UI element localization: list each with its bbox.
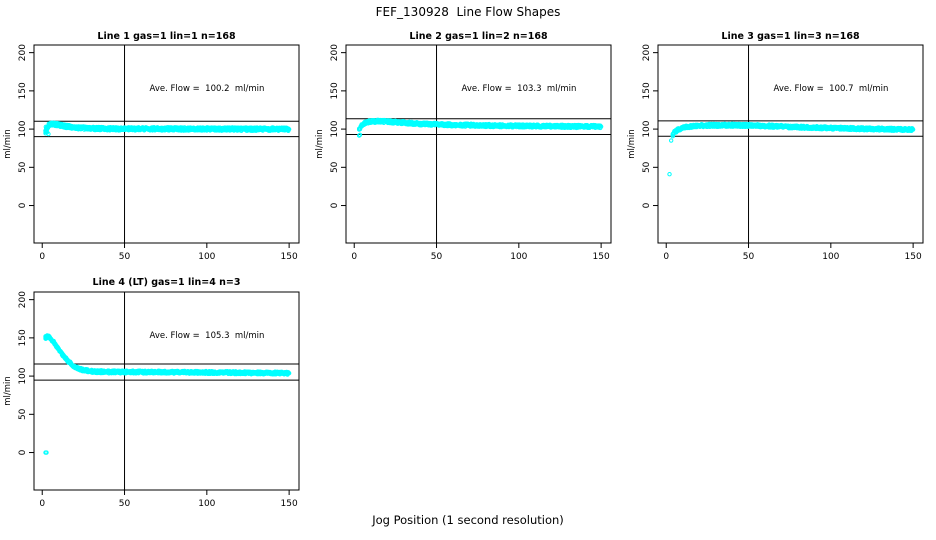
x-tick-label: 100 [822,252,839,262]
y-tick-label: 150 [642,82,652,99]
x-tick-label: 150 [281,499,298,509]
y-tick-label: 150 [18,329,28,346]
outlier-point [44,450,49,455]
plot-canvas: 0 50 100 150 0 50 100 150 200 [18,44,300,262]
x-tick-label: 150 [281,252,298,262]
plot-canvas: 0 50 100 150 0 50 100 150 200 [330,44,612,262]
x-tick-label: 50 [119,252,131,262]
x-tick-label: 0 [39,252,45,262]
outlier-point [357,132,363,138]
ave-flow-annotation: Ave. Flow = 105.3 ml/min [149,331,265,341]
y-tick-label: 50 [18,408,28,420]
subplot-line-4: Line 4 (LT) gas=1 lin=4 n=3 ml/min Ave. … [0,270,312,512]
x-tick-label: 50 [119,499,131,509]
y-tick-label: 50 [330,161,340,173]
y-axis-label: ml/min [3,129,13,159]
x-tick-label: 0 [39,499,45,509]
y-tick-label: 200 [18,291,28,308]
subplot-title: Line 1 gas=1 lin=1 n=168 [97,31,236,42]
y-tick-label: 100 [18,120,28,137]
data-point [286,127,292,132]
axes: 0 50 100 150 0 50 100 150 200 [18,44,300,262]
data-point [286,370,292,376]
subplot-title: Line 4 (LT) gas=1 lin=4 n=3 [92,277,241,288]
y-axis-label: ml/min [627,129,637,159]
plot-box [33,291,300,491]
y-tick-label: 100 [330,120,340,137]
data-points [43,333,292,455]
y-axis-label: ml/min [3,376,13,406]
outlier-point [668,138,674,143]
x-tick-label: 50 [743,252,755,262]
subplot-line-2: Line 2 gas=1 lin=2 n=168 ml/min Ave. Flo… [312,28,624,270]
plot-box [33,44,300,244]
plot-canvas: 0 50 100 150 0 50 100 150 200 [642,44,924,262]
outlier-point [356,133,362,138]
figure-title: FEF_130928 Line Flow Shapes [375,5,561,19]
y-tick-label: 200 [642,44,652,61]
y-tick-label: 0 [18,449,28,455]
y-axis-label: ml/min [315,129,325,159]
plot-canvas: 0 50 100 150 0 50 100 150 200 [18,291,300,509]
subplot-line-3: Line 3 gas=1 lin=3 n=168 ml/min Ave. Flo… [624,28,936,270]
plot-box [345,44,612,244]
subplot-line-1: Line 1 gas=1 lin=1 n=168 ml/min Ave. Flo… [0,28,312,270]
x-tick-label: 100 [198,499,215,509]
y-tick-label: 50 [642,161,652,173]
x-tick-label: 0 [663,252,669,262]
axes: 0 50 100 150 0 50 100 150 200 [330,44,612,262]
data-points [356,117,604,138]
x-tick-label: 150 [593,252,610,262]
ave-flow-annotation: Ave. Flow = 103.3 ml/min [461,84,577,94]
x-tick-label: 0 [351,252,357,262]
data-points [43,120,292,137]
y-tick-label: 200 [18,44,28,61]
x-tick-label: 150 [905,252,922,262]
y-tick-label: 100 [642,120,652,137]
x-axis-label: Jog Position (1 second resolution) [372,513,564,527]
y-tick-label: 200 [330,44,340,61]
outlier-point [667,171,672,177]
y-tick-label: 50 [18,161,28,173]
plot-box [657,44,924,244]
ave-flow-annotation: Ave. Flow = 100.7 ml/min [773,84,889,94]
y-tick-label: 100 [18,367,28,384]
x-tick-label: 100 [510,252,527,262]
data-point [286,370,291,375]
x-tick-label: 100 [198,252,215,262]
ave-flow-annotation: Ave. Flow = 100.2 ml/min [149,84,265,94]
y-tick-label: 0 [330,202,340,208]
y-tick-label: 150 [330,82,340,99]
data-point [598,124,604,129]
axes: 0 50 100 150 0 50 100 150 200 [642,44,924,262]
y-tick-label: 0 [642,202,652,208]
data-points [667,121,916,177]
y-tick-label: 0 [18,202,28,208]
outlier-point [46,131,51,137]
x-tick-label: 50 [431,252,443,262]
y-tick-label: 150 [18,82,28,99]
subplot-title: Line 2 gas=1 lin=2 n=168 [409,31,548,42]
data-point [910,127,916,132]
axes: 0 50 100 150 0 50 100 150 200 [18,291,300,509]
subplot-title: Line 3 gas=1 lin=3 n=168 [721,31,860,42]
